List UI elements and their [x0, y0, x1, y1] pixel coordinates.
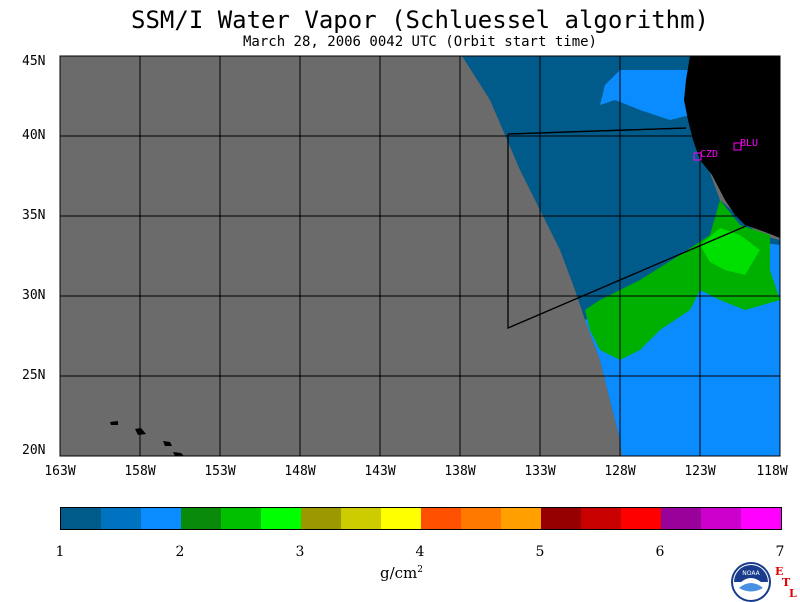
map-subtitle: March 28, 2006 0042 UTC (Orbit start tim… — [242, 34, 597, 50]
units-text: g/cm — [380, 564, 418, 582]
etl-credit-l: L — [789, 587, 797, 600]
colorbar-segment — [421, 508, 461, 529]
colorbar-segment — [381, 508, 421, 529]
hawaii-island — [173, 452, 184, 456]
station-marker-czd — [693, 152, 702, 161]
colorbar-segment — [141, 508, 181, 529]
lon-label: 163W — [44, 464, 76, 479]
colorbar-segment — [221, 508, 261, 529]
lon-label: 128W — [604, 464, 636, 479]
colorbar-tick-label: 3 — [295, 544, 305, 560]
colorbar-segment — [741, 508, 781, 529]
map-title: SSM/I Water Vapor (Schluessel algorithm) — [131, 6, 709, 34]
station-marker-blu — [733, 142, 742, 151]
colorbar-segment — [581, 508, 621, 529]
colorbar-tick-label: 6 — [655, 544, 665, 560]
colorbar-segment — [701, 508, 741, 529]
lon-label: 133W — [524, 464, 556, 479]
colorbar-segment — [181, 508, 221, 529]
colorbar-units: g/cm2 — [380, 564, 460, 582]
colorbar-tick-label: 1 — [55, 544, 65, 560]
etl-credit-t: T — [782, 576, 791, 589]
lat-label: 35N — [22, 208, 46, 223]
lon-label: 148W — [284, 464, 316, 479]
colorbar-segment — [301, 508, 341, 529]
colorbar-segment — [621, 508, 661, 529]
colorbar-tick-label: 2 — [175, 544, 185, 560]
colorbar-segment — [661, 508, 701, 529]
colorbar-segment — [501, 508, 541, 529]
lat-label: 25N — [22, 368, 46, 383]
colorbar-tick-label: 4 — [415, 544, 425, 560]
noaa-logo-icon: NOAA — [731, 562, 771, 602]
lon-label: 118W — [756, 464, 788, 479]
lat-lon-grid — [60, 56, 780, 456]
colorbar-segment — [261, 508, 301, 529]
station-label-czd: CZD — [700, 149, 718, 160]
colorbar — [60, 507, 782, 530]
lat-label: 45N — [22, 54, 46, 69]
colorbar-segment — [541, 508, 581, 529]
lat-label: 40N — [22, 128, 46, 143]
etl-credit-e: E — [775, 565, 784, 578]
land-mass — [684, 56, 780, 238]
lon-label: 123W — [684, 464, 716, 479]
map-frame — [59, 55, 781, 457]
lon-label: 138W — [444, 464, 476, 479]
svg-text:NOAA: NOAA — [742, 570, 760, 577]
lat-label: 30N — [22, 288, 46, 303]
lon-label: 158W — [124, 464, 156, 479]
lon-label: 153W — [204, 464, 236, 479]
station-label-blu: BLU — [740, 138, 758, 149]
colorbar-segment — [61, 508, 101, 529]
colorbar-tick-label: 7 — [775, 544, 785, 560]
hawaii-island — [110, 421, 118, 425]
colorbar-segment — [101, 508, 141, 529]
hawaii-island — [163, 441, 172, 446]
colorbar-tick-label: 5 — [535, 544, 545, 560]
units-exponent: 2 — [417, 565, 424, 575]
colorbar-segment — [461, 508, 501, 529]
lat-label: 20N — [22, 443, 46, 458]
colorbar-segment — [341, 508, 381, 529]
lon-label: 143W — [364, 464, 396, 479]
swath-mid-vapor — [600, 70, 690, 120]
